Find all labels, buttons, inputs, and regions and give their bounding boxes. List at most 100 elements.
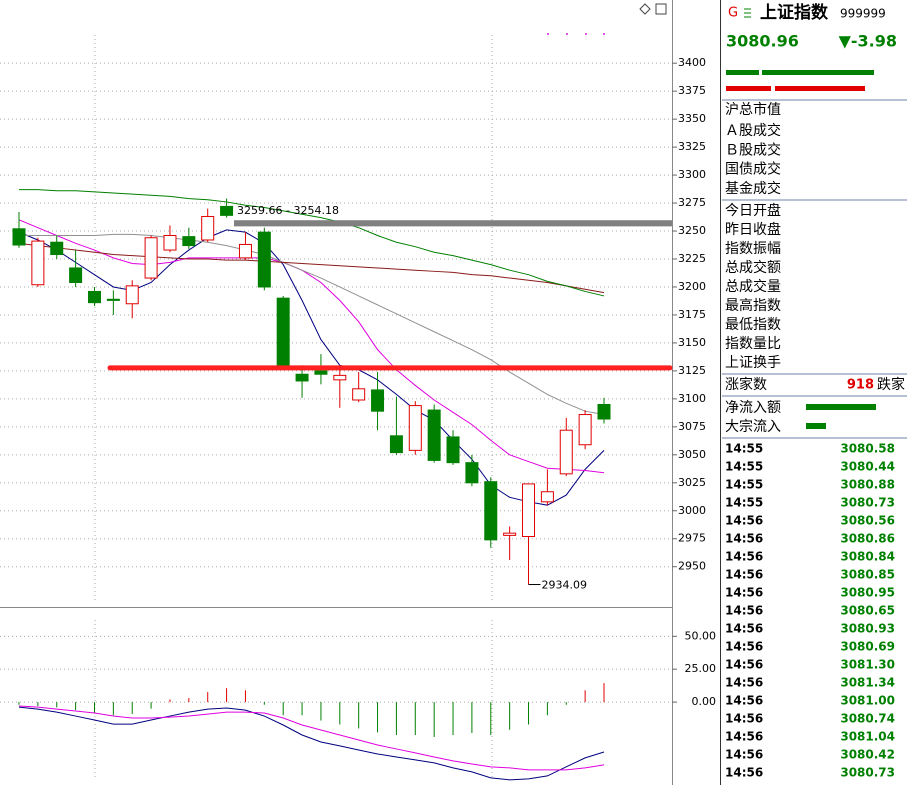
candle-body [257, 231, 271, 288]
y-tick-label: 3175 [678, 308, 706, 321]
tick-time: 14:56 [725, 748, 763, 762]
candle-body [314, 370, 328, 375]
candle-body [484, 481, 498, 541]
tick-time: 14:56 [725, 640, 763, 654]
candle-body [597, 403, 611, 420]
volume-bar [726, 86, 771, 91]
y-tick-label: 2975 [678, 532, 706, 545]
tick-time: 14:55 [725, 478, 763, 492]
tick-price: 3080.74 [840, 712, 895, 726]
y-tick-label: 3025 [678, 476, 706, 489]
tick-price: 3080.73 [840, 766, 895, 780]
y-tick-label: 3075 [678, 420, 706, 433]
tick-price: 3080.95 [840, 586, 895, 600]
field-label: 最高指数 [725, 297, 781, 314]
tick-time: 14:56 [725, 712, 763, 726]
tick-time: 14:56 [725, 568, 763, 582]
y-tick-label: 3200 [678, 280, 706, 293]
field-label: 最低指数 [725, 317, 781, 333]
field-label: 总成交额 [725, 259, 781, 276]
tick-price: 3080.44 [840, 460, 895, 474]
index-code: 999999 [840, 7, 886, 21]
tick-price: 3081.04 [840, 730, 895, 744]
candle-body [144, 237, 158, 279]
field-label: 指数量比 [725, 336, 781, 352]
candle-body [559, 429, 573, 475]
candle-body [389, 435, 403, 454]
candle-body [371, 389, 385, 412]
y-tick-label: 3125 [678, 364, 706, 377]
candle-body [12, 228, 26, 246]
tick-price: 3080.42 [840, 748, 895, 762]
tick-time: 14:55 [725, 496, 763, 510]
tick-price: 3080.58 [840, 442, 895, 456]
candle-body [50, 241, 64, 256]
candle-body [333, 374, 347, 381]
field-label: 基金成交 [725, 180, 781, 197]
y-tick-label: 3300 [678, 168, 706, 181]
y-tick-label: 0.00 [692, 695, 717, 708]
candle-body [87, 290, 101, 304]
price: 3080.96 [726, 32, 799, 51]
candle-body [408, 405, 422, 451]
field-label: Ｂ股成交 [725, 141, 781, 158]
y-tick-label: 3250 [678, 224, 706, 237]
flow-bar [806, 423, 826, 429]
candle-body [446, 436, 460, 464]
candle-body [163, 235, 177, 251]
tick-time: 14:56 [725, 532, 763, 546]
tick-time: 14:55 [725, 460, 763, 474]
up-count: 918 [847, 378, 874, 393]
field-label: 上证换手 [725, 354, 781, 371]
y-tick-label: 3050 [678, 448, 706, 461]
candle-body [69, 267, 83, 284]
candle-body [465, 462, 479, 484]
y-tick-label: 3350 [678, 112, 706, 125]
flow-bar [806, 404, 876, 410]
field-label: 昨日收盘 [725, 221, 781, 238]
field-label: 指数振幅 [725, 241, 781, 257]
tick-price: 3080.73 [840, 496, 895, 510]
tick-time: 14:56 [725, 766, 763, 780]
tick-price: 3080.88 [840, 478, 895, 492]
field-label: 今日开盘 [725, 202, 781, 219]
icon[interactable] [639, 3, 651, 15]
icon[interactable] [655, 3, 667, 15]
field-label: 大宗流入 [725, 419, 781, 435]
menu-icon[interactable] [744, 8, 751, 18]
badge: G [728, 6, 738, 21]
candle-body [182, 236, 196, 247]
candle-body [578, 414, 592, 446]
candle-body [503, 532, 517, 536]
field-label: 净流入额 [725, 400, 781, 416]
index-name: 上证指数 [760, 2, 829, 23]
y-tick-label: 3225 [678, 252, 706, 265]
y-tick-label: 3325 [678, 140, 706, 153]
tick-time: 14:56 [725, 550, 763, 564]
field-label: 涨家数 [725, 376, 767, 393]
y-tick-label: 3400 [678, 56, 706, 69]
tick-time: 14:56 [725, 694, 763, 708]
macd-line [18, 706, 605, 781]
marker-dots [547, 33, 605, 35]
field-label: 总成交量 [725, 278, 781, 295]
gap-band [234, 220, 672, 227]
candle-body [522, 483, 536, 538]
y-tick-label: 3000 [678, 504, 706, 517]
gap-label: 3259.66 - 3254.18 [237, 204, 339, 217]
tick-price: 3080.56 [840, 514, 895, 528]
change: ▼-3.98 [839, 32, 897, 51]
tick-time: 14:56 [725, 676, 763, 690]
volume-bar [775, 86, 865, 91]
tick-time: 14:56 [725, 586, 763, 600]
volume-bar [762, 70, 874, 75]
low-label: 2934.09 [542, 579, 588, 592]
candle-body [427, 409, 441, 461]
candle-body [106, 298, 120, 301]
candle-body [125, 285, 139, 305]
y-tick-label: 3100 [678, 392, 706, 405]
candle-body [201, 215, 215, 241]
field-label: Ａ股成交 [725, 122, 781, 139]
moving-average [19, 189, 605, 297]
